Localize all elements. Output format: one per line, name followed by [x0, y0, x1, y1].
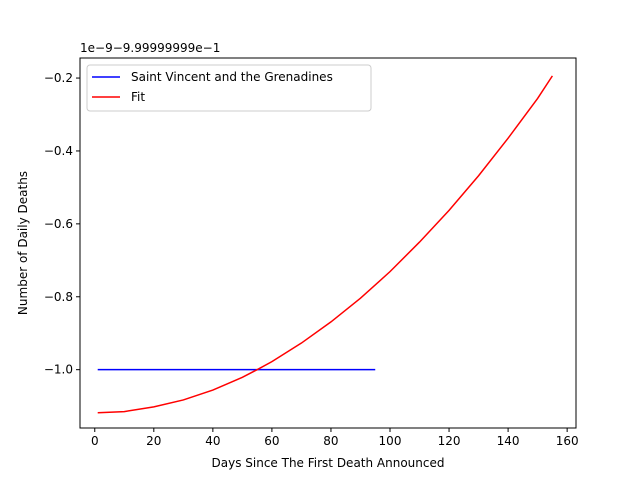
plot-frame — [79, 57, 577, 429]
x-tick-label: 40 — [205, 434, 220, 448]
y-tick-label: −1.0 — [44, 363, 73, 377]
x-tick-label: 20 — [146, 434, 161, 448]
legend: Saint Vincent and the Grenadines Fit — [86, 64, 372, 112]
y-tick-label: −0.2 — [44, 71, 73, 85]
y-axis-offset-text: 1e−9−9.99999999e−1 — [80, 41, 220, 55]
legend-box — [86, 64, 372, 112]
y-axis-label: Number of Daily Deaths — [16, 171, 30, 315]
series-layer — [97, 75, 554, 414]
legend-label-0: Saint Vincent and the Grenadines — [131, 70, 333, 84]
y-tick-label: −0.4 — [44, 144, 73, 158]
x-tick-label: 160 — [556, 434, 579, 448]
x-tick-label: 100 — [379, 434, 402, 448]
x-tick-label: 140 — [497, 434, 520, 448]
x-tick-label: 120 — [438, 434, 461, 448]
x-tick-label: 0 — [91, 434, 99, 448]
series-line-1 — [97, 75, 554, 414]
y-axis-ticks: −1.0 −0.8 −0.6 −0.4 −0.2 — [44, 71, 80, 377]
x-tick-label: 80 — [323, 434, 338, 448]
legend-label-1: Fit — [131, 90, 145, 104]
y-tick-label: −0.6 — [44, 217, 73, 231]
x-axis-ticks: 0 20 40 60 80 100 120 140 160 — [91, 428, 579, 448]
x-axis-label: Days Since The First Death Announced — [212, 456, 445, 470]
y-tick-label: −0.8 — [44, 290, 73, 304]
x-tick-label: 60 — [264, 434, 279, 448]
